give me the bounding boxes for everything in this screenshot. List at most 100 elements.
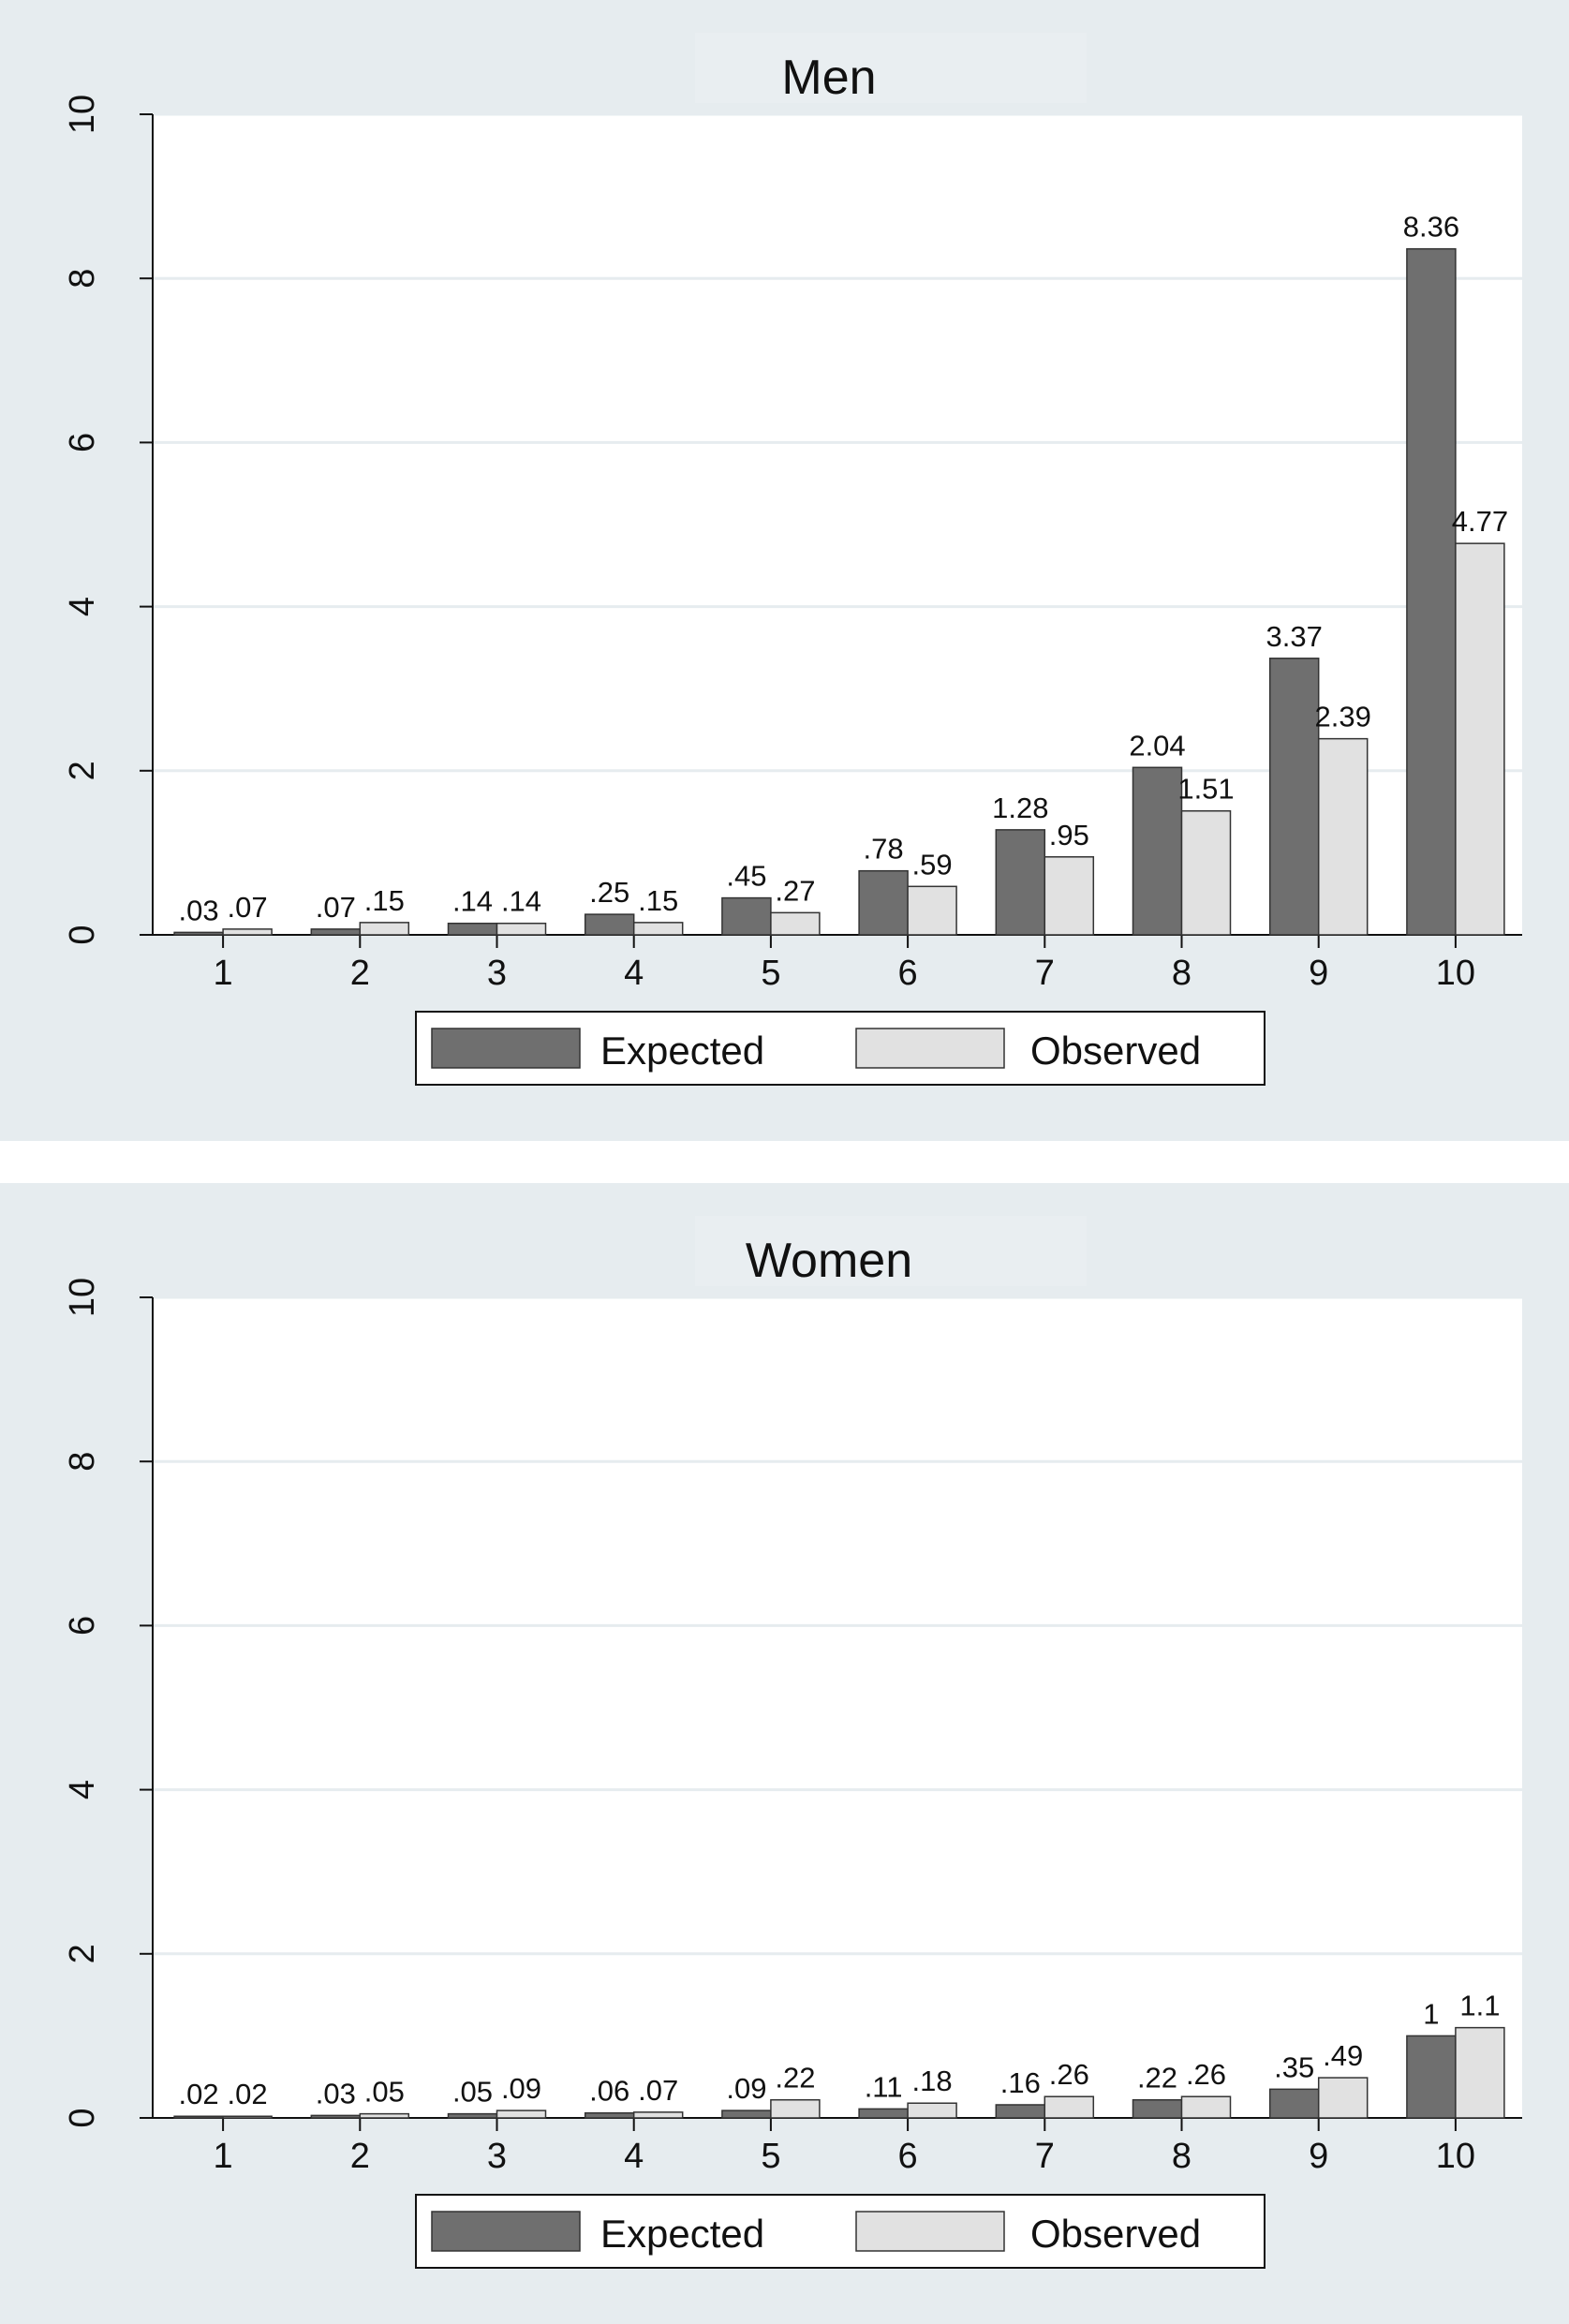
men-bar-expected-4 xyxy=(584,913,635,936)
women-bar-observed-7 xyxy=(1044,2095,1095,2119)
women-bar-expected-7 xyxy=(995,2104,1046,2119)
women-bar-chart: Women02468101.02.022.03.053.05.094.06.07… xyxy=(63,1216,1522,2269)
women-bar-expected-3 xyxy=(447,2112,498,2119)
men-xtick-label-4: 4 xyxy=(624,954,644,993)
women-bar-observed-1 xyxy=(222,2115,273,2119)
men-xtick-label-1: 1 xyxy=(214,954,233,993)
women-xtick-label-6: 6 xyxy=(898,2137,918,2176)
women-ytick-label-2: 2 xyxy=(63,1944,102,1963)
women-xtick-label-8: 8 xyxy=(1172,2137,1192,2176)
men-xtick-label-7: 7 xyxy=(1035,954,1055,993)
women-value-label-observed-10: 1.1 xyxy=(1459,1990,1500,2022)
women-value-label-observed-8: .26 xyxy=(1186,2058,1226,2091)
men-xtick-label-5: 5 xyxy=(761,954,780,993)
men-value-label-expected-4: .25 xyxy=(589,876,629,909)
men-bar-expected-5 xyxy=(721,896,772,936)
women-value-label-expected-1: .02 xyxy=(179,2078,219,2110)
men-bar-expected-1 xyxy=(173,931,224,936)
women-value-label-expected-9: .35 xyxy=(1274,2050,1314,2083)
women-xtick-label-10: 10 xyxy=(1436,2137,1475,2176)
men-value-label-expected-10: 8.36 xyxy=(1403,211,1459,244)
men-value-label-observed-4: .15 xyxy=(638,884,678,917)
men-legend-swatch-observed xyxy=(855,1028,1005,1069)
women-value-label-expected-6: .11 xyxy=(865,2070,903,2103)
men-bar-expected-6 xyxy=(858,869,909,936)
women-value-label-observed-1: .02 xyxy=(228,2078,268,2110)
men-value-label-expected-9: 3.37 xyxy=(1266,620,1323,653)
panel-separator xyxy=(0,1141,1569,1183)
women-legend-label-expected: Expected xyxy=(600,2212,764,2256)
women-bar-observed-5 xyxy=(770,2098,821,2119)
women-xtick-label-3: 3 xyxy=(487,2137,507,2176)
women-bar-observed-10 xyxy=(1455,2026,1505,2119)
men-value-label-expected-7: 1.28 xyxy=(992,792,1048,824)
women-bar-observed-8 xyxy=(1180,2095,1232,2119)
men-bar-expected-9 xyxy=(1268,658,1320,936)
men-value-label-observed-9: 2.39 xyxy=(1315,701,1371,733)
men-value-label-expected-2: .07 xyxy=(316,891,356,924)
women-value-label-observed-7: .26 xyxy=(1049,2058,1089,2091)
men-xtick-label-2: 2 xyxy=(350,954,370,993)
men-bar-expected-10 xyxy=(1406,247,1457,936)
women-value-label-expected-2: .03 xyxy=(316,2077,356,2109)
men-value-label-observed-3: .14 xyxy=(501,885,541,918)
women-ytick-label-6: 6 xyxy=(63,1616,102,1636)
men-value-label-observed-1: .07 xyxy=(228,891,268,924)
women-bar-observed-3 xyxy=(496,2109,547,2119)
women-legend-swatch-expected xyxy=(431,2211,581,2252)
women-bar-expected-1 xyxy=(173,2115,224,2119)
men-bar-expected-8 xyxy=(1132,766,1183,936)
men-legend-swatch-expected xyxy=(431,1028,581,1069)
men-value-label-expected-1: .03 xyxy=(179,894,219,926)
men-bar-observed-5 xyxy=(770,911,821,936)
men-bar-observed-9 xyxy=(1317,737,1369,936)
women-value-label-expected-7: .16 xyxy=(1000,2066,1041,2099)
men-bar-observed-10 xyxy=(1455,542,1505,936)
men-xtick-label-6: 6 xyxy=(898,954,918,993)
men-ytick-label-8: 8 xyxy=(63,269,102,289)
men-chart-title: Men xyxy=(781,51,876,105)
women-value-label-observed-6: .18 xyxy=(912,2065,953,2097)
men-value-label-observed-2: .15 xyxy=(364,884,405,917)
men-value-label-expected-5: .45 xyxy=(726,860,766,893)
men-bar-observed-8 xyxy=(1180,809,1232,936)
men-bar-expected-7 xyxy=(995,829,1046,936)
women-bar-expected-5 xyxy=(721,2109,772,2119)
men-legend-label-expected: Expected xyxy=(600,1029,764,1073)
men-legend: Expected Observed xyxy=(415,1011,1266,1086)
men-legend-label-observed: Observed xyxy=(1030,1029,1201,1073)
women-value-label-observed-9: .49 xyxy=(1323,2039,1363,2072)
men-value-label-expected-6: .78 xyxy=(864,833,904,866)
women-xtick-label-7: 7 xyxy=(1035,2137,1055,2176)
men-bar-observed-7 xyxy=(1044,856,1095,936)
men-value-label-expected-3: .14 xyxy=(452,885,493,918)
women-bar-expected-8 xyxy=(1132,2098,1183,2119)
women-bar-expected-4 xyxy=(584,2111,635,2119)
men-ytick-label-10: 10 xyxy=(63,95,102,134)
women-xtick-label-5: 5 xyxy=(761,2137,780,2176)
women-ytick-label-0: 0 xyxy=(63,2108,102,2127)
men-title-box xyxy=(695,33,1087,103)
men-xtick-label-10: 10 xyxy=(1436,954,1475,993)
men-bar-observed-6 xyxy=(907,885,957,936)
women-xtick-label-1: 1 xyxy=(214,2137,233,2176)
women-legend-swatch-observed xyxy=(855,2211,1005,2252)
men-bar-observed-1 xyxy=(222,928,273,936)
men-ytick-label-6: 6 xyxy=(63,433,102,452)
men-xtick-label-8: 8 xyxy=(1172,954,1192,993)
women-title-box xyxy=(695,1216,1087,1286)
men-ytick-label-2: 2 xyxy=(63,761,102,780)
men-bar-observed-2 xyxy=(359,922,410,936)
women-value-label-expected-5: .09 xyxy=(726,2072,766,2105)
men-ytick-label-4: 4 xyxy=(63,597,102,616)
women-plot-area xyxy=(153,1297,1522,2118)
women-bar-expected-9 xyxy=(1268,2088,1320,2119)
women-xtick-label-9: 9 xyxy=(1309,2137,1328,2176)
women-bar-observed-2 xyxy=(359,2112,410,2119)
women-bar-observed-4 xyxy=(632,2111,684,2119)
men-bar-chart: Men02468101.03.072.07.153.14.144.25.155.… xyxy=(63,33,1522,1086)
women-value-label-expected-3: .05 xyxy=(452,2076,493,2109)
women-xtick-label-2: 2 xyxy=(350,2137,370,2176)
men-chart-panel: Men 0 2 4 6 8 10 1.03.07 2.07.15 3.14.14 4.25.15 5.… xyxy=(0,0,1569,1141)
women-value-label-expected-8: .22 xyxy=(1137,2062,1177,2095)
